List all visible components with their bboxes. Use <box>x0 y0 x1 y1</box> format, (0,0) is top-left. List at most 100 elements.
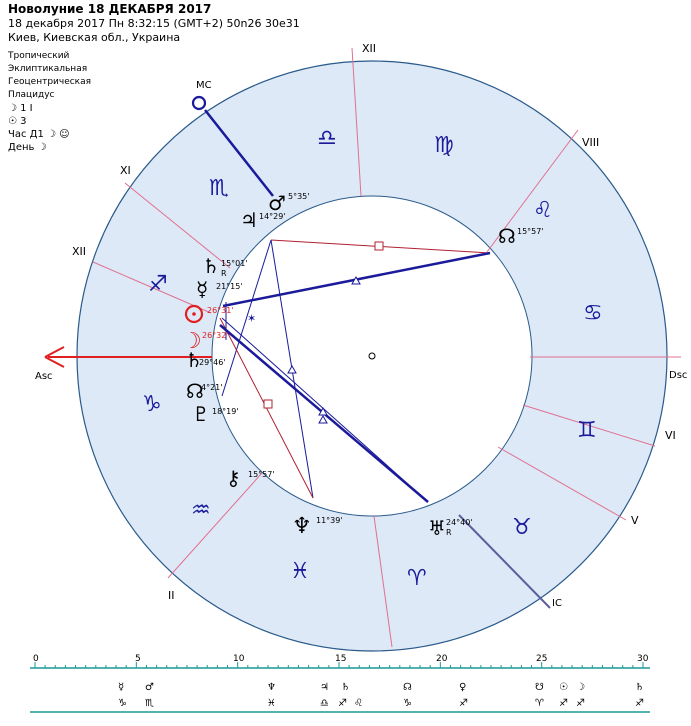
scale-sign: ♐ <box>635 698 644 709</box>
scale-planet: ☿ <box>118 682 124 693</box>
scorpio-icon: ♏ <box>209 176 229 201</box>
cusp-xii <box>92 261 212 314</box>
moon-degree: 26°32' <box>202 331 229 340</box>
uranus-icon: ♅ <box>428 516 446 540</box>
house-label-xii: XII <box>72 245 86 258</box>
option-moon: ☽ 1 I <box>8 103 33 114</box>
sagittarius-icon: ♐ <box>148 272 168 297</box>
scale-planet: ♂ <box>145 682 154 693</box>
mars-degree: 5°35' <box>288 192 309 201</box>
cusp-vi <box>522 404 656 447</box>
jupiter-degree: 14°29' <box>259 212 286 221</box>
node-icon: ☊ <box>186 379 204 403</box>
chart-datetime: 18 декабря 2017 Пн 8:32:15 (GMT+2) 50n26… <box>8 17 300 30</box>
scale-label-0: 0 <box>33 654 39 664</box>
aquarius-icon: ♒ <box>191 498 211 523</box>
house-label-ii: II <box>168 589 175 602</box>
scale-label-30: 30 <box>637 654 649 664</box>
scale-planet: ♃ <box>320 682 329 693</box>
scale-sign: ♑ <box>118 698 127 709</box>
scale-sign: ♎ <box>320 698 329 709</box>
option-centric: Геоцентрическая <box>8 77 92 87</box>
chiron-degree: 15°57' <box>248 470 275 479</box>
aspect-trine-marker <box>318 414 328 424</box>
degree-scale: 0 5 10 15 20 25 30 ☿ ♂ ♆ ♃ ♄ ☊ ♀ ☋ ☉ ☽ ♄… <box>30 654 650 713</box>
option-hour: Час Д1 ☽ ☺ <box>8 129 70 140</box>
mars-icon: ♂ <box>268 191 286 215</box>
option-zodiac: Тропический <box>8 51 70 61</box>
scale-planet: ♀ <box>459 682 466 693</box>
mc-circle <box>191 95 207 111</box>
house-label-xi: XI <box>120 164 131 177</box>
scale-sign: ♓ <box>267 698 276 709</box>
house-label-vi: VI <box>665 429 676 442</box>
option-houses: Плацидус <box>8 90 55 100</box>
sun-degree: 26°31' <box>207 306 234 315</box>
pisces-icon: ♓ <box>290 559 310 584</box>
cusp-iii <box>373 515 393 648</box>
scale-planet: ☽ <box>576 682 585 693</box>
chart-place: Киев, Киевская обл., Украина <box>8 31 181 44</box>
scale-sign: ♌ <box>354 698 363 709</box>
scale-label-10: 10 <box>233 654 245 664</box>
scale-planet: ☊ <box>403 682 412 693</box>
asc-label: Asc <box>35 371 53 382</box>
scale-planet: ☋ <box>535 682 544 693</box>
planet-glyphs: ♂ 5°35' ♃ 14°29' ♄ 15°01' R ☿ 21°15' 26°… <box>182 191 544 540</box>
scale-planet: ☉ <box>559 682 568 693</box>
ic-label: IC <box>552 598 562 609</box>
venus-degree: 29°46' <box>199 358 226 367</box>
inner-circle <box>211 195 533 517</box>
venus-icon: ♄ <box>185 348 203 372</box>
option-sun: ☉ 3 <box>8 116 27 127</box>
scale-sign: ♐ <box>559 698 568 709</box>
lilith-icon: ☊ <box>498 224 516 248</box>
scale-sign: ♐ <box>338 698 347 709</box>
sun-icon-dot <box>192 312 196 316</box>
aspect-square-marker <box>374 241 384 251</box>
cusp-xi <box>124 182 231 269</box>
sun-icon <box>184 304 204 324</box>
scale-label-20: 20 <box>436 654 448 664</box>
libra-icon: ♎ <box>317 126 337 151</box>
uranus-retro: R <box>446 528 452 537</box>
gemini-icon: ♊ <box>577 418 597 443</box>
uranus-degree: 24°40' <box>446 518 473 527</box>
aspect-line <box>221 317 429 503</box>
mc-line <box>204 109 274 197</box>
moon-icon: ☽ <box>182 329 202 354</box>
neptune-icon: ♆ <box>292 514 312 539</box>
sextile-marker: ✶ <box>247 312 256 325</box>
jupiter-icon: ♃ <box>240 208 258 232</box>
lilith-degree: 15°57' <box>517 227 544 236</box>
pluto-icon: ♇ <box>192 402 210 426</box>
chiron-icon: ⚷ <box>226 466 241 490</box>
scale-sign: ♏ <box>145 698 154 709</box>
pluto-degree: 18°19' <box>212 407 239 416</box>
mercury-degree: 21°15' <box>216 282 243 291</box>
scale-sign: ♑ <box>403 698 412 709</box>
aspect-trine-marker <box>351 275 361 285</box>
house-label-ix: XII <box>362 42 376 55</box>
saturn-retro: R <box>221 269 227 278</box>
taurus-icon: ♉ <box>512 515 532 540</box>
saturn-degree: 15°01' <box>221 259 248 268</box>
aries-icon: ♈ <box>407 566 427 591</box>
scale-planet: ♄ <box>635 682 644 693</box>
cusp-viii <box>486 129 579 253</box>
cusp-ix <box>351 47 362 197</box>
scale-planets-row: ☿ ♂ ♆ ♃ ♄ ☊ ♀ ☋ ☉ ☽ ♄ <box>118 682 644 693</box>
aspect-lines: ✶ <box>219 239 491 503</box>
saturn-icon: ♄ <box>202 254 220 278</box>
scale-label-5: 5 <box>135 654 141 664</box>
scale-sign: ♐ <box>576 698 585 709</box>
cancer-icon: ♋ <box>583 301 603 326</box>
cusp-v <box>497 446 627 521</box>
scale-signs-row: ♑ ♏ ♓ ♎ ♐ ♌ ♑ ♐ ♈ ♐ ♐ ♐ <box>118 698 644 709</box>
option-day: День ☽ <box>8 142 47 153</box>
house-label-viii: VIII <box>582 136 599 149</box>
house-cusps <box>92 47 681 648</box>
virgo-icon: ♍ <box>434 133 454 158</box>
option-coords: Эклиптикальная <box>8 64 88 74</box>
